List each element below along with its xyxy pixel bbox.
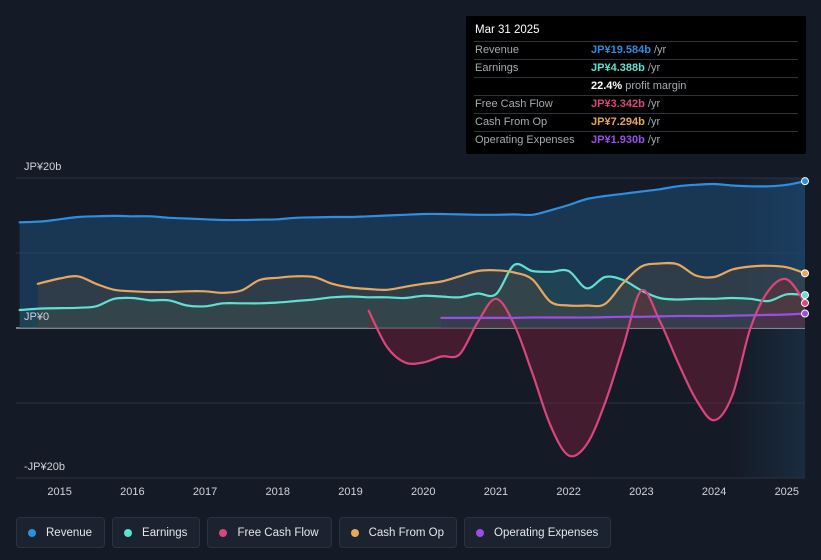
legend: Revenue Earnings Free Cash Flow Cash From O… bbox=[16, 517, 612, 548]
tooltip-row: Free Cash Flow JP¥3.342b /yr bbox=[474, 95, 798, 113]
legend-label: Free Cash Flow bbox=[237, 526, 319, 539]
tooltip-row: Revenue JP¥19.584b /yr bbox=[474, 41, 798, 59]
tooltip-row: 22.4% profit margin bbox=[474, 77, 798, 95]
area-operating-expenses bbox=[441, 313, 805, 328]
tooltip-row: Cash From Op JP¥7.294b /yr bbox=[474, 113, 798, 131]
tooltip-row-value: JP¥19.584b /yr bbox=[591, 44, 667, 56]
line-operating-expenses bbox=[440, 312, 807, 319]
line-free-cash-flow bbox=[367, 277, 807, 458]
legend-label: Cash From Op bbox=[368, 526, 445, 539]
legend-item-revenue[interactable]: Revenue bbox=[16, 517, 106, 548]
y-label-top: JP¥20b bbox=[24, 161, 61, 173]
endpoint-earnings bbox=[801, 291, 809, 300]
tooltip-row: Operating Expenses JP¥1.930b /yr bbox=[474, 131, 798, 149]
x-tick-label: 2025 bbox=[775, 486, 799, 498]
x-tick-label: 2021 bbox=[484, 486, 508, 498]
endpoint-revenue bbox=[801, 177, 809, 186]
tooltip-row: Earnings JP¥4.388b /yr bbox=[474, 59, 798, 77]
legend-item-operating-expenses[interactable]: Operating Expenses bbox=[464, 517, 612, 548]
area-earnings bbox=[19, 264, 806, 328]
tooltip-row-label: Cash From Op bbox=[475, 116, 548, 128]
legend-label: Operating Expenses bbox=[494, 526, 599, 539]
legend-item-free-cash-flow[interactable]: Free Cash Flow bbox=[207, 517, 332, 548]
tooltip-row-value: JP¥7.294b /yr bbox=[591, 116, 661, 128]
legend-dot-icon bbox=[28, 528, 36, 537]
tooltip-row-label: Operating Expenses bbox=[475, 134, 575, 146]
x-tick-label: 2016 bbox=[120, 486, 144, 498]
x-tick-label: 2020 bbox=[411, 486, 435, 498]
x-tick-label: 2023 bbox=[629, 486, 653, 498]
endpoint-free-cash-flow bbox=[801, 298, 809, 307]
x-tick-label: 2017 bbox=[193, 486, 217, 498]
tooltip-row-value: 22.4% profit margin bbox=[591, 80, 687, 92]
legend-item-cash-from-op[interactable]: Cash From Op bbox=[338, 517, 458, 548]
legend-label: Earnings bbox=[142, 526, 188, 539]
line-revenue bbox=[18, 180, 807, 224]
legend-label: Revenue bbox=[46, 526, 93, 539]
x-tick-label: 2024 bbox=[702, 486, 726, 498]
tooltip-row-value: JP¥3.342b /yr bbox=[591, 98, 661, 110]
tooltip-row-label bbox=[474, 78, 591, 95]
legend-dot-icon bbox=[124, 528, 133, 537]
y-label-bottom: -JP¥20b bbox=[24, 461, 65, 473]
endpoint-cash-from-op bbox=[801, 269, 809, 278]
y-label-zero: JP¥0 bbox=[24, 311, 49, 323]
legend-dot-icon bbox=[476, 528, 485, 537]
tooltip-row-value: JP¥4.388b /yr bbox=[591, 62, 661, 74]
line-cash-from-op bbox=[36, 261, 807, 308]
tooltip-row-value: JP¥1.930b /yr bbox=[591, 134, 661, 146]
legend-dot-icon bbox=[350, 528, 359, 537]
chart-area: JP¥20b JP¥0 -JP¥20b 2015 2016 2017 2018 2019… bbox=[16, 161, 809, 498]
line-earnings bbox=[18, 262, 807, 312]
x-tick-label: 2022 bbox=[556, 486, 580, 498]
endpoint-operating-expenses bbox=[801, 309, 809, 318]
tooltip-date: Mar 31 2025 bbox=[475, 24, 540, 36]
x-tick-label: 2018 bbox=[266, 486, 290, 498]
legend-item-earnings[interactable]: Earnings bbox=[112, 517, 201, 548]
tooltip-row-label: Earnings bbox=[475, 62, 519, 74]
legend-dot-icon bbox=[219, 528, 228, 537]
tooltip-row-label: Free Cash Flow bbox=[475, 98, 553, 110]
tooltip-panel: Mar 31 2025 Revenue JP¥19.584b /yr Earning… bbox=[466, 16, 806, 154]
x-tick-label: 2015 bbox=[47, 486, 71, 498]
x-tick-label: 2019 bbox=[338, 486, 362, 498]
tooltip-row-label: Revenue bbox=[475, 44, 520, 56]
